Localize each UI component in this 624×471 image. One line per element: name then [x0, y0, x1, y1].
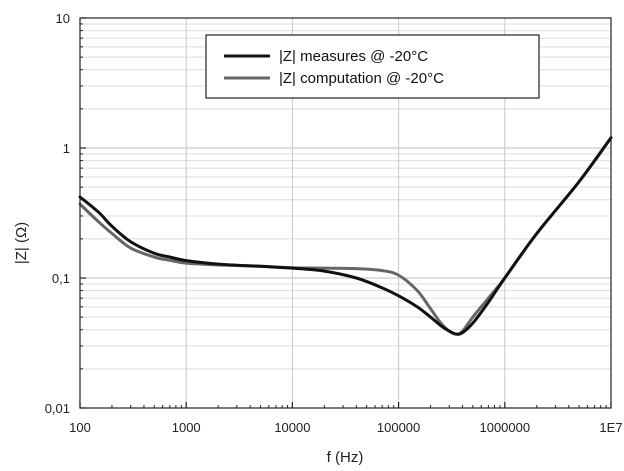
x-tick-label: 100: [69, 420, 91, 435]
legend-label-computation: |Z| computation @ -20°C: [279, 70, 444, 87]
x-tick-label: 1E7: [599, 420, 622, 435]
y-axis-title: |Z| (Ω): [13, 222, 30, 264]
y-tick-label: 10: [56, 11, 70, 26]
x-tick-label: 10000: [274, 420, 310, 435]
series-line-computation: [78, 136, 613, 336]
ticks: [79, 17, 612, 409]
x-tick-label: 1000000: [479, 420, 530, 435]
legend-label-measures: |Z| measures @ -20°C: [279, 48, 428, 65]
x-tick-labels: 100 1000 10000 100000 1000000 1E7: [69, 420, 622, 435]
x-axis-title: f (Hz): [327, 449, 364, 466]
x-tick-label: 1000: [172, 420, 201, 435]
plot-frame: [79, 17, 612, 409]
legend-box: [205, 34, 540, 99]
x-tick-label: 100000: [377, 420, 420, 435]
series-line-measures: [78, 136, 613, 336]
y-tick-labels: 0,01 0,1 1 10: [45, 11, 70, 416]
y-tick-label: 0,01: [45, 401, 70, 416]
y-tick-label: 1: [63, 141, 70, 156]
y-tick-label: 0,1: [52, 271, 70, 286]
series-lines: [78, 136, 613, 336]
legend: |Z| measures @ -20°C |Z| computation @ -…: [205, 34, 540, 99]
